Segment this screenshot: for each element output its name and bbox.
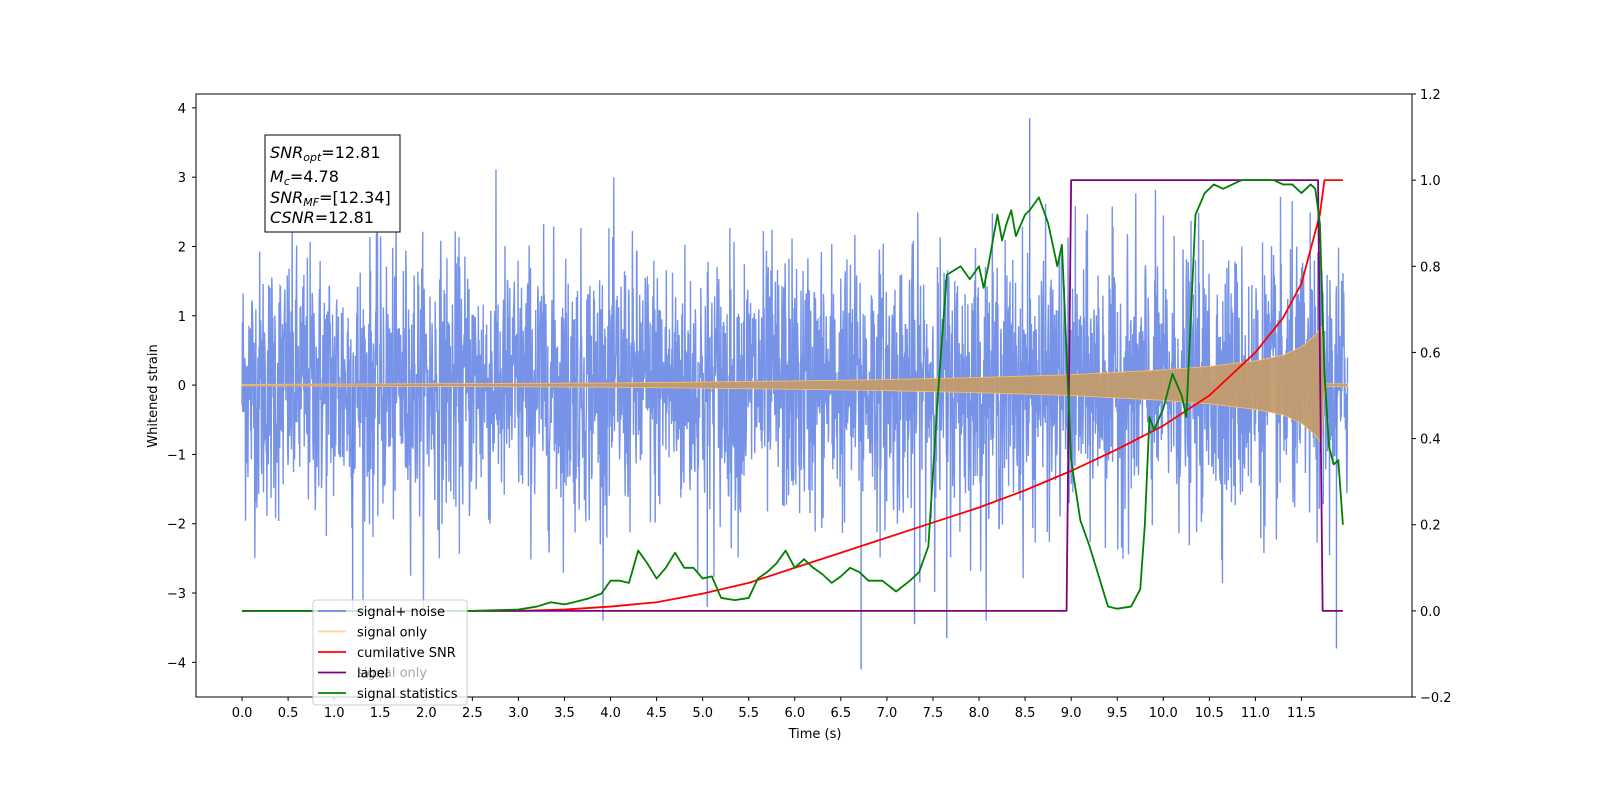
y-left-tick-label: 4 <box>178 102 186 117</box>
y-axis-right: 1.2 1.0 0.8 0.6 0.4 0.2 0.0 −0.2 <box>1412 88 1452 706</box>
legend-label: signal statistics <box>357 687 458 702</box>
x-tick-label: 10.5 <box>1195 706 1224 721</box>
y-left-tick-label: 2 <box>178 240 186 255</box>
legend-underlay-text: signal only <box>357 666 427 681</box>
x-tick-label: 0.5 <box>278 706 299 721</box>
annotation-snr-mf: SNRMF=[12.34] <box>270 188 391 209</box>
x-tick-label: 8.0 <box>969 706 990 721</box>
x-tick-label: 5.5 <box>738 706 759 721</box>
x-tick-label: 10.0 <box>1149 706 1178 721</box>
y-axis-left: 4 3 2 1 0 −1 −2 −3 −4 <box>167 102 196 671</box>
plot-frame <box>195 93 1413 698</box>
series-cumulative-snr <box>242 179 1343 612</box>
annotation-csnr: CSNR=12.81 <box>270 208 374 227</box>
x-tick-label: 3.0 <box>508 706 529 721</box>
y-left-tick-label: 1 <box>178 310 186 325</box>
y-right-tick-label: 0.6 <box>1420 346 1441 361</box>
x-tick-label: 6.0 <box>784 706 805 721</box>
y-right-tick-label: 1.0 <box>1420 174 1441 189</box>
legend-label: signal+ noise <box>357 605 445 620</box>
x-tick-label: 2.0 <box>416 706 437 721</box>
series-layer <box>241 118 1349 670</box>
x-tick-label: 1.5 <box>370 706 391 721</box>
y-right-tick-label: 0.0 <box>1420 605 1441 620</box>
y-left-tick-label: −1 <box>167 448 186 463</box>
legend-label: cumilative SNR <box>357 646 456 661</box>
x-tick-label: 2.5 <box>462 706 483 721</box>
y-left-tick-label: 3 <box>178 171 186 186</box>
x-tick-label: 9.5 <box>1107 706 1128 721</box>
series-label <box>242 179 1343 612</box>
x-axis-label: Time (s) <box>788 727 842 742</box>
series-signal-only <box>241 325 1348 445</box>
x-tick-label: 4.0 <box>600 706 621 721</box>
x-tick-label: 3.5 <box>554 706 575 721</box>
legend-box <box>312 599 468 706</box>
x-tick-label: 7.0 <box>877 706 898 721</box>
annotation-snr-opt: SNRopt=12.81 <box>270 143 381 164</box>
legend: signal only signal+ noise signal only cumi… <box>312 599 468 706</box>
x-tick-label: 0.0 <box>232 706 253 721</box>
y-left-tick-label: −2 <box>167 518 186 533</box>
series-signal-statistics <box>242 179 1344 612</box>
x-tick-label: 8.5 <box>1015 706 1036 721</box>
x-tick-label: 7.5 <box>923 706 944 721</box>
y-right-tick-label: −0.2 <box>1420 691 1452 706</box>
x-tick-label: 5.0 <box>692 706 713 721</box>
y-left-tick-label: −4 <box>167 656 186 671</box>
y-axis-label: Whitened strain <box>146 344 161 447</box>
x-tick-label: 1.0 <box>324 706 345 721</box>
x-tick-label: 11.0 <box>1241 706 1270 721</box>
annotation-box <box>264 134 401 233</box>
x-tick-label: 9.0 <box>1061 706 1082 721</box>
y-right-tick-label: 0.2 <box>1420 519 1441 534</box>
y-right-tick-label: 0.8 <box>1420 260 1441 275</box>
x-tick-label: 6.5 <box>831 706 852 721</box>
series-signal-noise <box>241 169 1349 621</box>
legend-label: signal only <box>357 626 427 641</box>
x-axis: 0.0 0.5 1.0 1.5 2.0 2.5 3.0 3.5 4.0 4.5 5.0 5.5 6.0 6… <box>232 697 1316 721</box>
annotation-chirp-mass: Mc=4.78 <box>270 167 339 188</box>
y-left-tick-label: −3 <box>167 587 186 602</box>
legend-label: label <box>357 667 388 682</box>
y-right-tick-label: 0.4 <box>1420 433 1441 448</box>
y-left-tick-label: 0 <box>178 379 186 394</box>
y-right-tick-label: 1.2 <box>1420 88 1441 103</box>
snr-annotation: SNRopt=12.81 Mc=4.78 SNRMF=[12.34] CSNR=… <box>264 134 401 233</box>
x-tick-label: 4.5 <box>646 706 667 721</box>
x-tick-label: 11.5 <box>1287 706 1316 721</box>
